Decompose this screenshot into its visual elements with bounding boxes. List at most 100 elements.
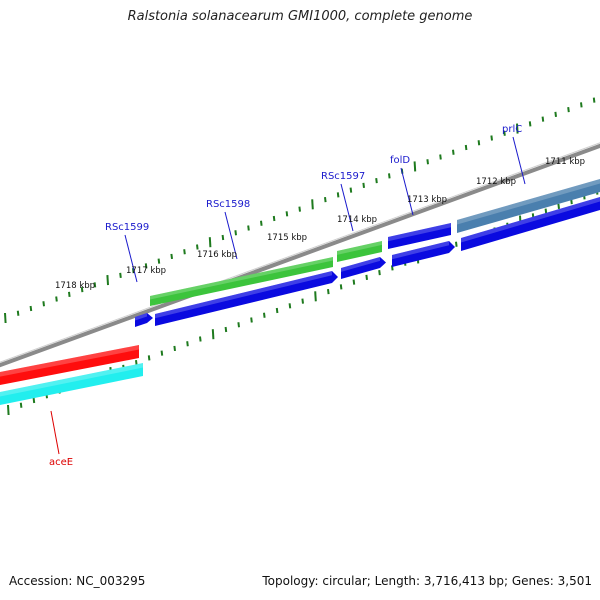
gene-label-fold: folD [390, 155, 410, 166]
ruler-tick [413, 161, 417, 172]
ruler-tick [135, 360, 138, 366]
leader-line-prlc [512, 136, 526, 185]
ruler-tick [7, 404, 10, 416]
ruler-tick [516, 123, 519, 134]
ruler-tick [272, 215, 276, 222]
ruler-tick [106, 275, 109, 286]
ruler-tick [388, 173, 391, 179]
leader-line-rsc1598 [224, 211, 238, 260]
feature-tracks [0, 179, 600, 405]
ruler-tick [375, 178, 378, 184]
kbp-ruler-forward [4, 97, 596, 324]
gene-fold-arrow [392, 241, 455, 267]
ruler-tick [288, 303, 292, 309]
ruler-tick [349, 187, 353, 193]
ruler-tick [503, 130, 506, 136]
ruler-tick [29, 305, 33, 312]
ruler-tick [234, 230, 237, 236]
gene-acee-red-sheen [0, 345, 139, 377]
ruler-tick [314, 291, 317, 302]
kbp-tick-labels: 1711 kbp 1712 kbp 1713 kbp 1714 kbp 1715 kbp… [55, 157, 585, 291]
ruler-tick [378, 270, 381, 276]
ruler-tick [250, 317, 253, 323]
ruler-tick [439, 154, 442, 160]
feature-labels: prlC folD RSc1597 RSc1598 RSc1599 aceE [49, 124, 526, 468]
ruler-tick [19, 402, 23, 408]
kbp-tick-label: 1712 kbp [476, 177, 516, 187]
cds-fold-blue-sheen [388, 223, 451, 242]
ruler-tick [541, 116, 545, 122]
genome-summary: Topology: circular; Length: 3,716,413 bp… [262, 574, 592, 588]
ruler-tick [275, 307, 279, 314]
cds-rsc1597-green [337, 241, 382, 262]
ruler-tick [298, 206, 301, 212]
gene-prlc-arrow-sheen [461, 197, 600, 243]
ruler-tick [16, 310, 20, 316]
ruler-tick [557, 203, 560, 209]
kbp-tick-label: 1711 kbp [545, 157, 585, 167]
ruler-tick [183, 249, 186, 255]
gene-rsc1598-arrow-sheen [155, 271, 332, 319]
ruler-tick [362, 182, 365, 189]
cds-rsc1598-green-sheen [150, 257, 333, 300]
gene-rsc1599-arrow-sheen [135, 313, 147, 321]
ruler-tick [336, 192, 340, 198]
ruler-tick [224, 326, 228, 333]
ruler-tick [580, 102, 583, 108]
ruler-tick [199, 336, 202, 342]
backbone-line [0, 143, 600, 368]
ruler-tick [554, 111, 557, 117]
ruler-tick [544, 208, 548, 214]
ruler-tick [285, 211, 289, 217]
ruler-tick [144, 263, 148, 269]
ruler-tick [4, 312, 7, 324]
ruler-tick [477, 140, 481, 146]
ruler-tick [365, 274, 368, 281]
ruler-tick [211, 329, 215, 340]
ruler-tick [32, 397, 36, 404]
ruler-tick [592, 97, 596, 103]
kbp-tick-label: 1716 kbp [197, 250, 237, 260]
ruler-tick [173, 345, 176, 352]
leader-line-rsc1597 [340, 183, 354, 232]
ruler-tick [567, 106, 570, 113]
ruler-tick [324, 196, 327, 203]
ruler-tick [170, 253, 173, 260]
cds-prlc-steel-sheen [457, 179, 600, 225]
gene-fold-arrow-sheen [392, 241, 449, 260]
ruler-tick [311, 199, 314, 210]
ruler-tick [42, 301, 45, 307]
ruler-tick [263, 312, 266, 318]
ruler-tick [352, 279, 356, 285]
accession-info: Accession: NC_003295 [9, 574, 146, 588]
ruler-tick [528, 121, 532, 127]
cds-acee-cyan [0, 363, 143, 405]
gene-rsc1599-arrow [135, 313, 153, 327]
ruler-tick [221, 234, 225, 241]
gene-rsc1598-arrow [155, 271, 338, 326]
cds-fold-blue [388, 223, 451, 249]
ruler-tick [196, 244, 199, 250]
gene-label-acee: aceE [49, 457, 73, 468]
ruler-tick [208, 237, 212, 248]
ruler-tick [327, 288, 330, 295]
kbp-tick-label: 1713 kbp [407, 195, 447, 205]
backbone-highlight [0, 142, 600, 363]
ruler-tick [237, 322, 240, 328]
cds-rsc1597-green-sheen [337, 241, 382, 255]
ruler-tick [80, 286, 84, 293]
kbp-tick-label: 1714 kbp [337, 215, 377, 225]
gene-label-prlc: prlC [502, 124, 522, 135]
gene-prlc-arrow [461, 197, 600, 251]
leader-line-acee [50, 410, 60, 455]
ruler-tick [339, 284, 343, 290]
ruler-tick [260, 220, 263, 226]
gene-label-rsc1599: RSc1599 [105, 222, 149, 233]
kbp-tick-label: 1715 kbp [267, 233, 307, 243]
ruler-tick [426, 159, 429, 165]
ruler-tick [490, 135, 493, 141]
cds-rsc1598-green [150, 257, 333, 306]
kbp-tick-label: 1717 kbp [126, 266, 166, 276]
ruler-tick [119, 272, 122, 278]
